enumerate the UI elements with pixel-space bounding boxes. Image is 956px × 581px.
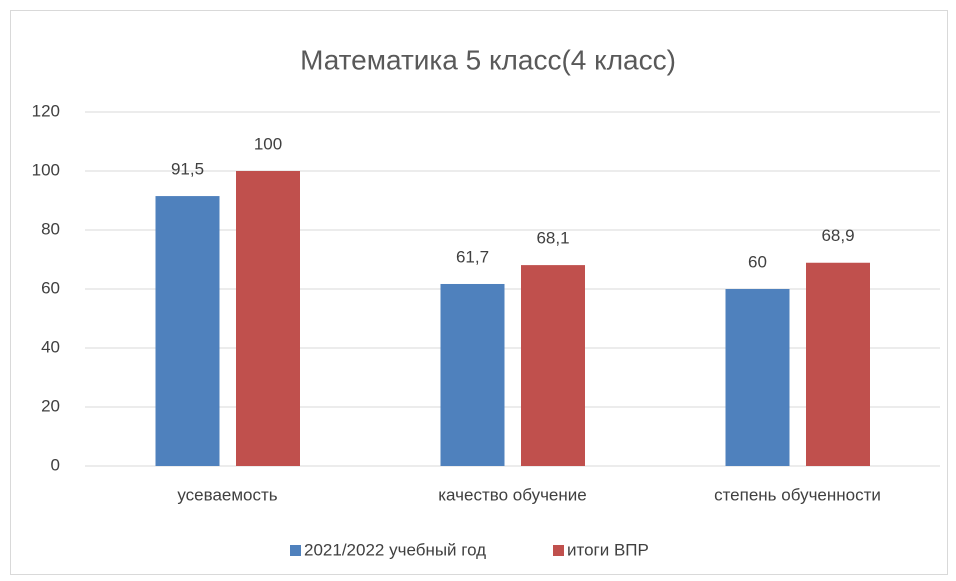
data-label: 100: [254, 134, 282, 153]
data-label: 68,9: [821, 226, 854, 245]
chart-title: Математика 5 класс(4 класс): [300, 44, 676, 75]
data-label: 91,5: [171, 160, 204, 179]
y-tick-label: 100: [32, 160, 60, 179]
y-tick-label: 0: [51, 455, 60, 474]
y-tick-label: 80: [41, 219, 60, 238]
data-label: 61,7: [456, 247, 489, 266]
x-tick-label: качество обучение: [438, 485, 586, 504]
data-label: 68,1: [536, 229, 569, 248]
bar: [806, 262, 870, 466]
legend-swatch: [290, 545, 301, 556]
bar: [440, 283, 505, 466]
legend-swatch: [553, 545, 564, 556]
y-tick-label: 60: [41, 278, 60, 297]
y-tick-label: 20: [41, 396, 60, 415]
bar: [725, 289, 790, 466]
legend-label: 2021/2022 учебный год: [304, 540, 486, 559]
legend-label: итоги ВПР: [567, 540, 649, 559]
x-tick-label: усеваемость: [177, 485, 277, 504]
y-tick-label: 40: [41, 337, 60, 356]
bar: [521, 265, 585, 466]
x-tick-label: степень обученности: [714, 485, 881, 504]
data-label: 60: [748, 252, 767, 271]
bar: [236, 171, 300, 466]
y-tick-label: 120: [32, 101, 60, 120]
bar: [155, 196, 220, 466]
